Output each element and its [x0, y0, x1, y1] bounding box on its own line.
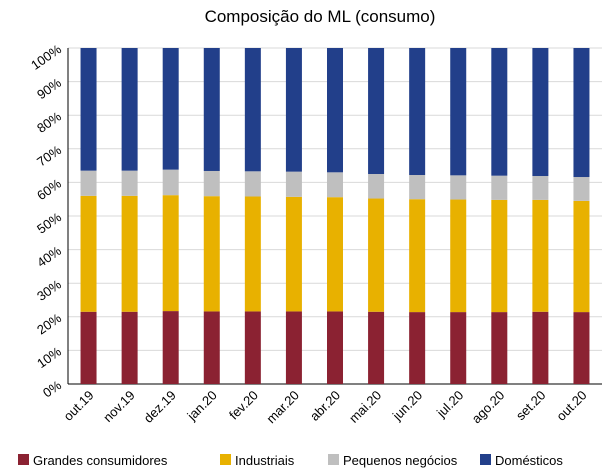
x-tick-label: out.19 — [60, 388, 96, 424]
bar-segment — [285, 48, 302, 172]
x-tick-label: dez.19 — [141, 388, 179, 426]
bar-segment — [409, 48, 426, 176]
x-tick-label: jun.20 — [389, 388, 425, 424]
bar-segment — [532, 311, 549, 384]
bar-segment — [491, 312, 508, 384]
bar-segment — [450, 312, 467, 384]
bar-segment — [203, 196, 220, 312]
bar-segment — [491, 48, 508, 176]
chart-title: Composição do ML (consumo) — [205, 7, 436, 26]
bar-segment — [244, 48, 261, 172]
bar-segment — [80, 170, 97, 196]
y-tick-label: 40% — [34, 243, 64, 270]
bar-segment — [244, 171, 261, 197]
bar-segment — [203, 311, 220, 384]
bar-segment — [285, 311, 302, 384]
x-tick-label: set.20 — [513, 388, 549, 424]
legend-swatch — [480, 454, 491, 465]
bar-segment — [121, 195, 138, 312]
bar-segment — [162, 195, 179, 312]
bar-segment — [532, 48, 549, 177]
bar-segment — [121, 170, 138, 196]
bar-segment — [121, 48, 138, 171]
legend-swatch — [220, 454, 231, 465]
y-tick-label: 30% — [34, 276, 64, 303]
bar-segment — [491, 175, 508, 200]
bar-segment — [573, 48, 590, 178]
bar-segment — [203, 48, 220, 171]
bar-segment — [285, 171, 302, 197]
legend-label: Industriais — [235, 453, 295, 468]
legend-label: Pequenos negócios — [343, 453, 458, 468]
bar-segment — [450, 199, 467, 313]
x-tick-label: ago.20 — [469, 388, 508, 427]
legend-label: Domésticos — [495, 453, 563, 468]
legend-swatch — [18, 454, 29, 465]
bar-segment — [532, 176, 549, 200]
y-tick-label: 20% — [34, 310, 64, 337]
bar-segment — [368, 311, 385, 384]
y-tick-label: 10% — [34, 344, 64, 371]
legend-label: Grandes consumidores — [33, 453, 168, 468]
bar-segment — [162, 169, 179, 196]
bar-segment — [285, 196, 302, 312]
y-tick-label: 90% — [34, 75, 64, 102]
bar-segment — [203, 170, 220, 197]
x-tick-label: mai.20 — [346, 388, 384, 426]
bar-segment — [327, 48, 343, 173]
bar-segment — [409, 175, 426, 200]
bar-segment — [244, 196, 261, 312]
x-tick-label: jul.20 — [433, 388, 466, 421]
x-tick-label: out.20 — [553, 388, 589, 424]
y-tick-label: 50% — [34, 209, 64, 236]
bar-segment — [162, 311, 179, 384]
bar-segment — [80, 195, 97, 312]
bar-segment — [162, 48, 179, 170]
bar-segment — [450, 48, 467, 176]
bar-segment — [327, 197, 343, 312]
x-tick-label: jan.20 — [184, 388, 220, 424]
y-tick-label: 100% — [28, 41, 64, 73]
bar-segment — [450, 175, 467, 200]
bar-segment — [80, 311, 97, 384]
y-tick-label: 70% — [34, 142, 64, 169]
bar-segment — [327, 172, 343, 198]
x-tick-label: abr.20 — [307, 388, 343, 424]
x-tick-label: mar.20 — [263, 388, 302, 427]
bar-segment — [80, 48, 97, 171]
bar-segment — [327, 311, 343, 384]
y-tick-label: 0% — [40, 377, 64, 400]
bar-segment — [491, 199, 508, 313]
y-tick-label: 80% — [34, 108, 64, 135]
bar-segment — [368, 48, 385, 174]
bar-segment — [368, 198, 385, 312]
bar-segment — [573, 177, 590, 201]
bar-segment — [244, 311, 261, 384]
bar-segment — [573, 312, 590, 384]
bar-segment — [532, 199, 549, 312]
bar-segment — [409, 199, 426, 313]
bar-segment — [368, 174, 385, 199]
x-tick-label: fev.20 — [226, 388, 261, 423]
y-tick-label: 60% — [34, 176, 64, 203]
bar-segment — [573, 200, 590, 313]
legend-swatch — [328, 454, 339, 465]
bar-segment — [121, 311, 138, 384]
bar-segment — [409, 312, 426, 384]
x-tick-label: nov.19 — [100, 388, 138, 426]
